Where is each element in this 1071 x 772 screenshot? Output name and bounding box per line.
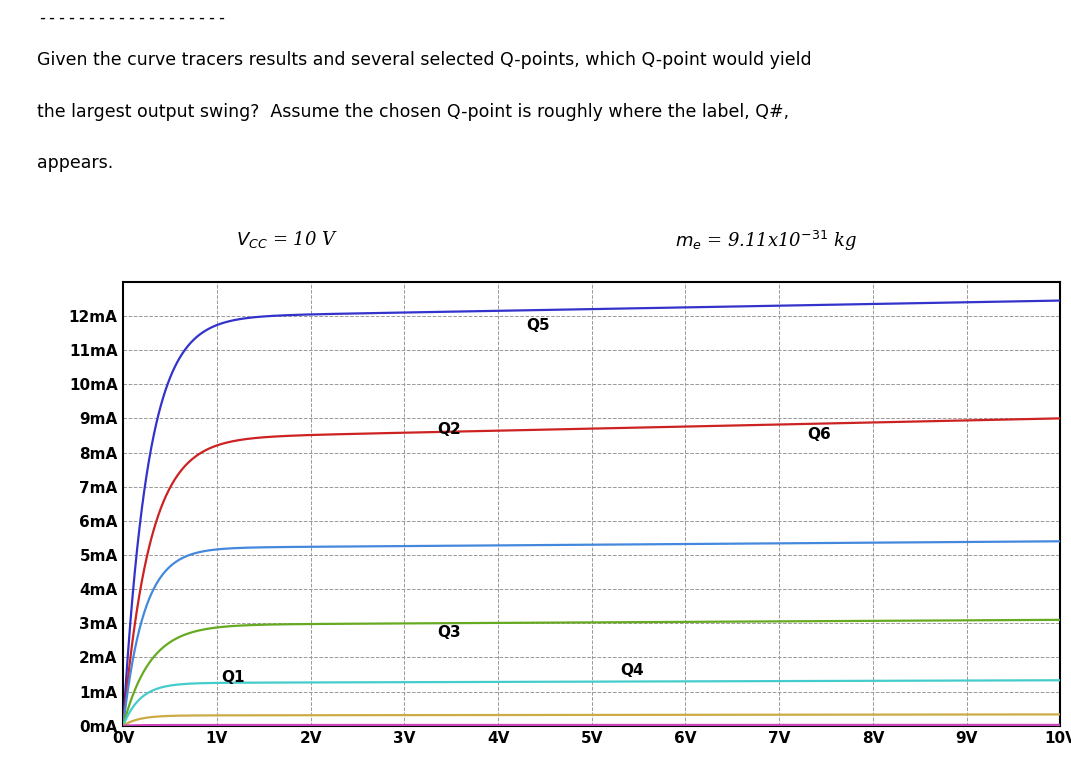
- Text: appears.: appears.: [37, 154, 114, 172]
- Text: Q1: Q1: [222, 669, 245, 685]
- Text: Given the curve tracers results and several selected Q-points, which Q-point wou: Given the curve tracers results and seve…: [37, 52, 812, 69]
- Text: -------------------: -------------------: [37, 8, 227, 26]
- Text: Q3: Q3: [437, 625, 461, 640]
- Text: Q5: Q5: [526, 317, 549, 333]
- Text: $V_{CC}$ = 10 V: $V_{CC}$ = 10 V: [236, 229, 337, 249]
- Text: $m_e$ = 9.11x10$^{-31}$ kg: $m_e$ = 9.11x10$^{-31}$ kg: [675, 229, 857, 252]
- Text: the largest output swing?  Assume the chosen Q-point is roughly where the label,: the largest output swing? Assume the cho…: [37, 103, 789, 121]
- Text: Q4: Q4: [620, 662, 644, 678]
- Text: Q6: Q6: [808, 427, 831, 442]
- Text: Q2: Q2: [437, 422, 461, 437]
